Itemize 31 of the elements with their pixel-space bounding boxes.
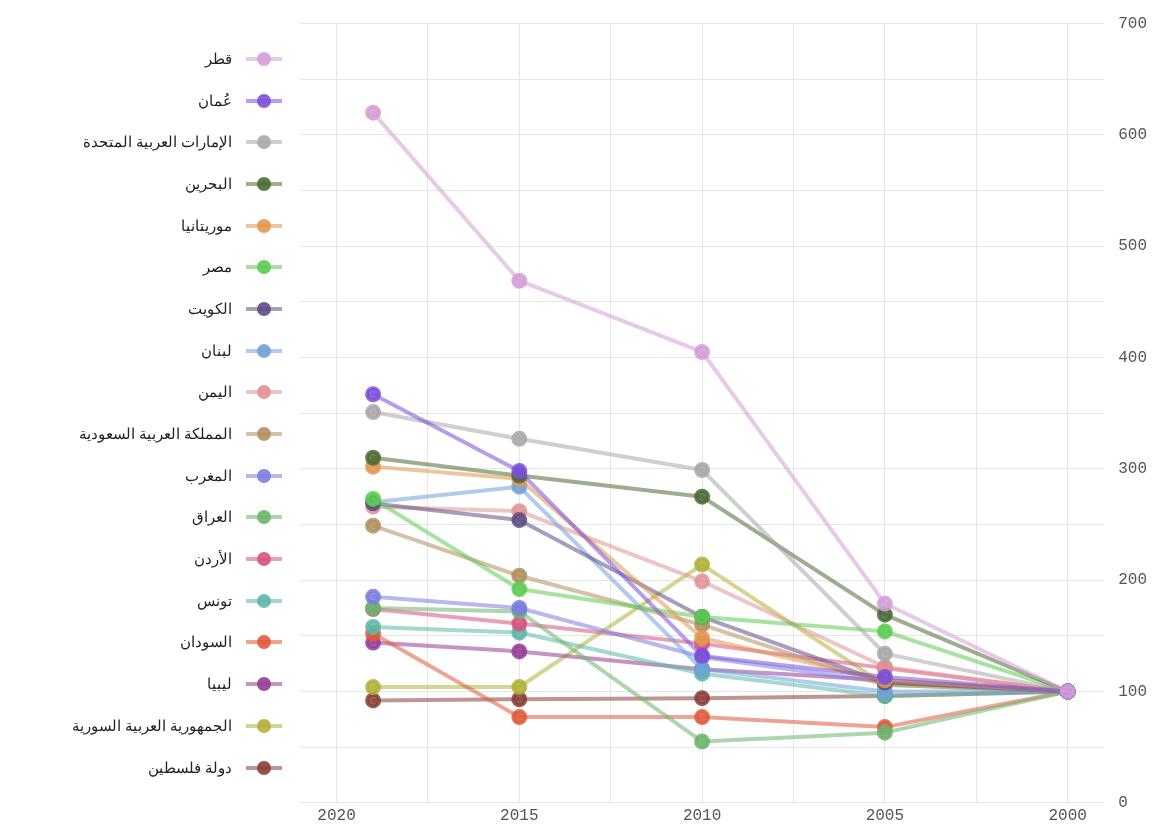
legend-label: العراق [192, 508, 232, 527]
x-tick-label: 2000 [1048, 806, 1087, 825]
legend-label: اليمن [198, 383, 232, 402]
y-tick-label: 200 [1118, 571, 1148, 590]
y-tick-label: 100 [1118, 682, 1148, 701]
legend-label: ليبيا [207, 675, 232, 694]
legend-label: عُمان [198, 91, 232, 110]
y-tick-label: 300 [1118, 460, 1148, 479]
legend-label: الأردن [194, 550, 232, 569]
legend-label: الكويت [188, 299, 232, 318]
y-tick-label: 500 [1118, 237, 1148, 256]
legend-label: البحرين [185, 174, 232, 193]
legend-label: المملكة العربية السعودية [78, 425, 232, 444]
y-tick-label: 0 [1118, 794, 1128, 813]
y-tick-label: 600 [1118, 126, 1148, 145]
legend-label: الجمهورية العربية السورية [71, 716, 232, 735]
x-tick-label: 2005 [865, 806, 905, 825]
x-tick-label: 2020 [317, 806, 356, 825]
legend-label: لبنان [201, 341, 232, 360]
legend-label: المغرب [185, 466, 232, 485]
legend-label: مصر [203, 258, 232, 277]
x-tick-label: 2015 [500, 806, 539, 825]
x-tick-label: 2010 [682, 806, 722, 825]
legend-label: الإمارات العربية المتحدة [82, 133, 232, 152]
legend-label: قطر [205, 49, 232, 68]
legend-label: دولة فلسطين [147, 758, 232, 777]
y-tick-label: 400 [1118, 348, 1148, 367]
y-tick-label: 700 [1118, 14, 1148, 33]
legend-label: موريتانيا [181, 216, 232, 235]
legend-label: تونس [197, 591, 232, 610]
legend-label: السودان [180, 633, 232, 652]
